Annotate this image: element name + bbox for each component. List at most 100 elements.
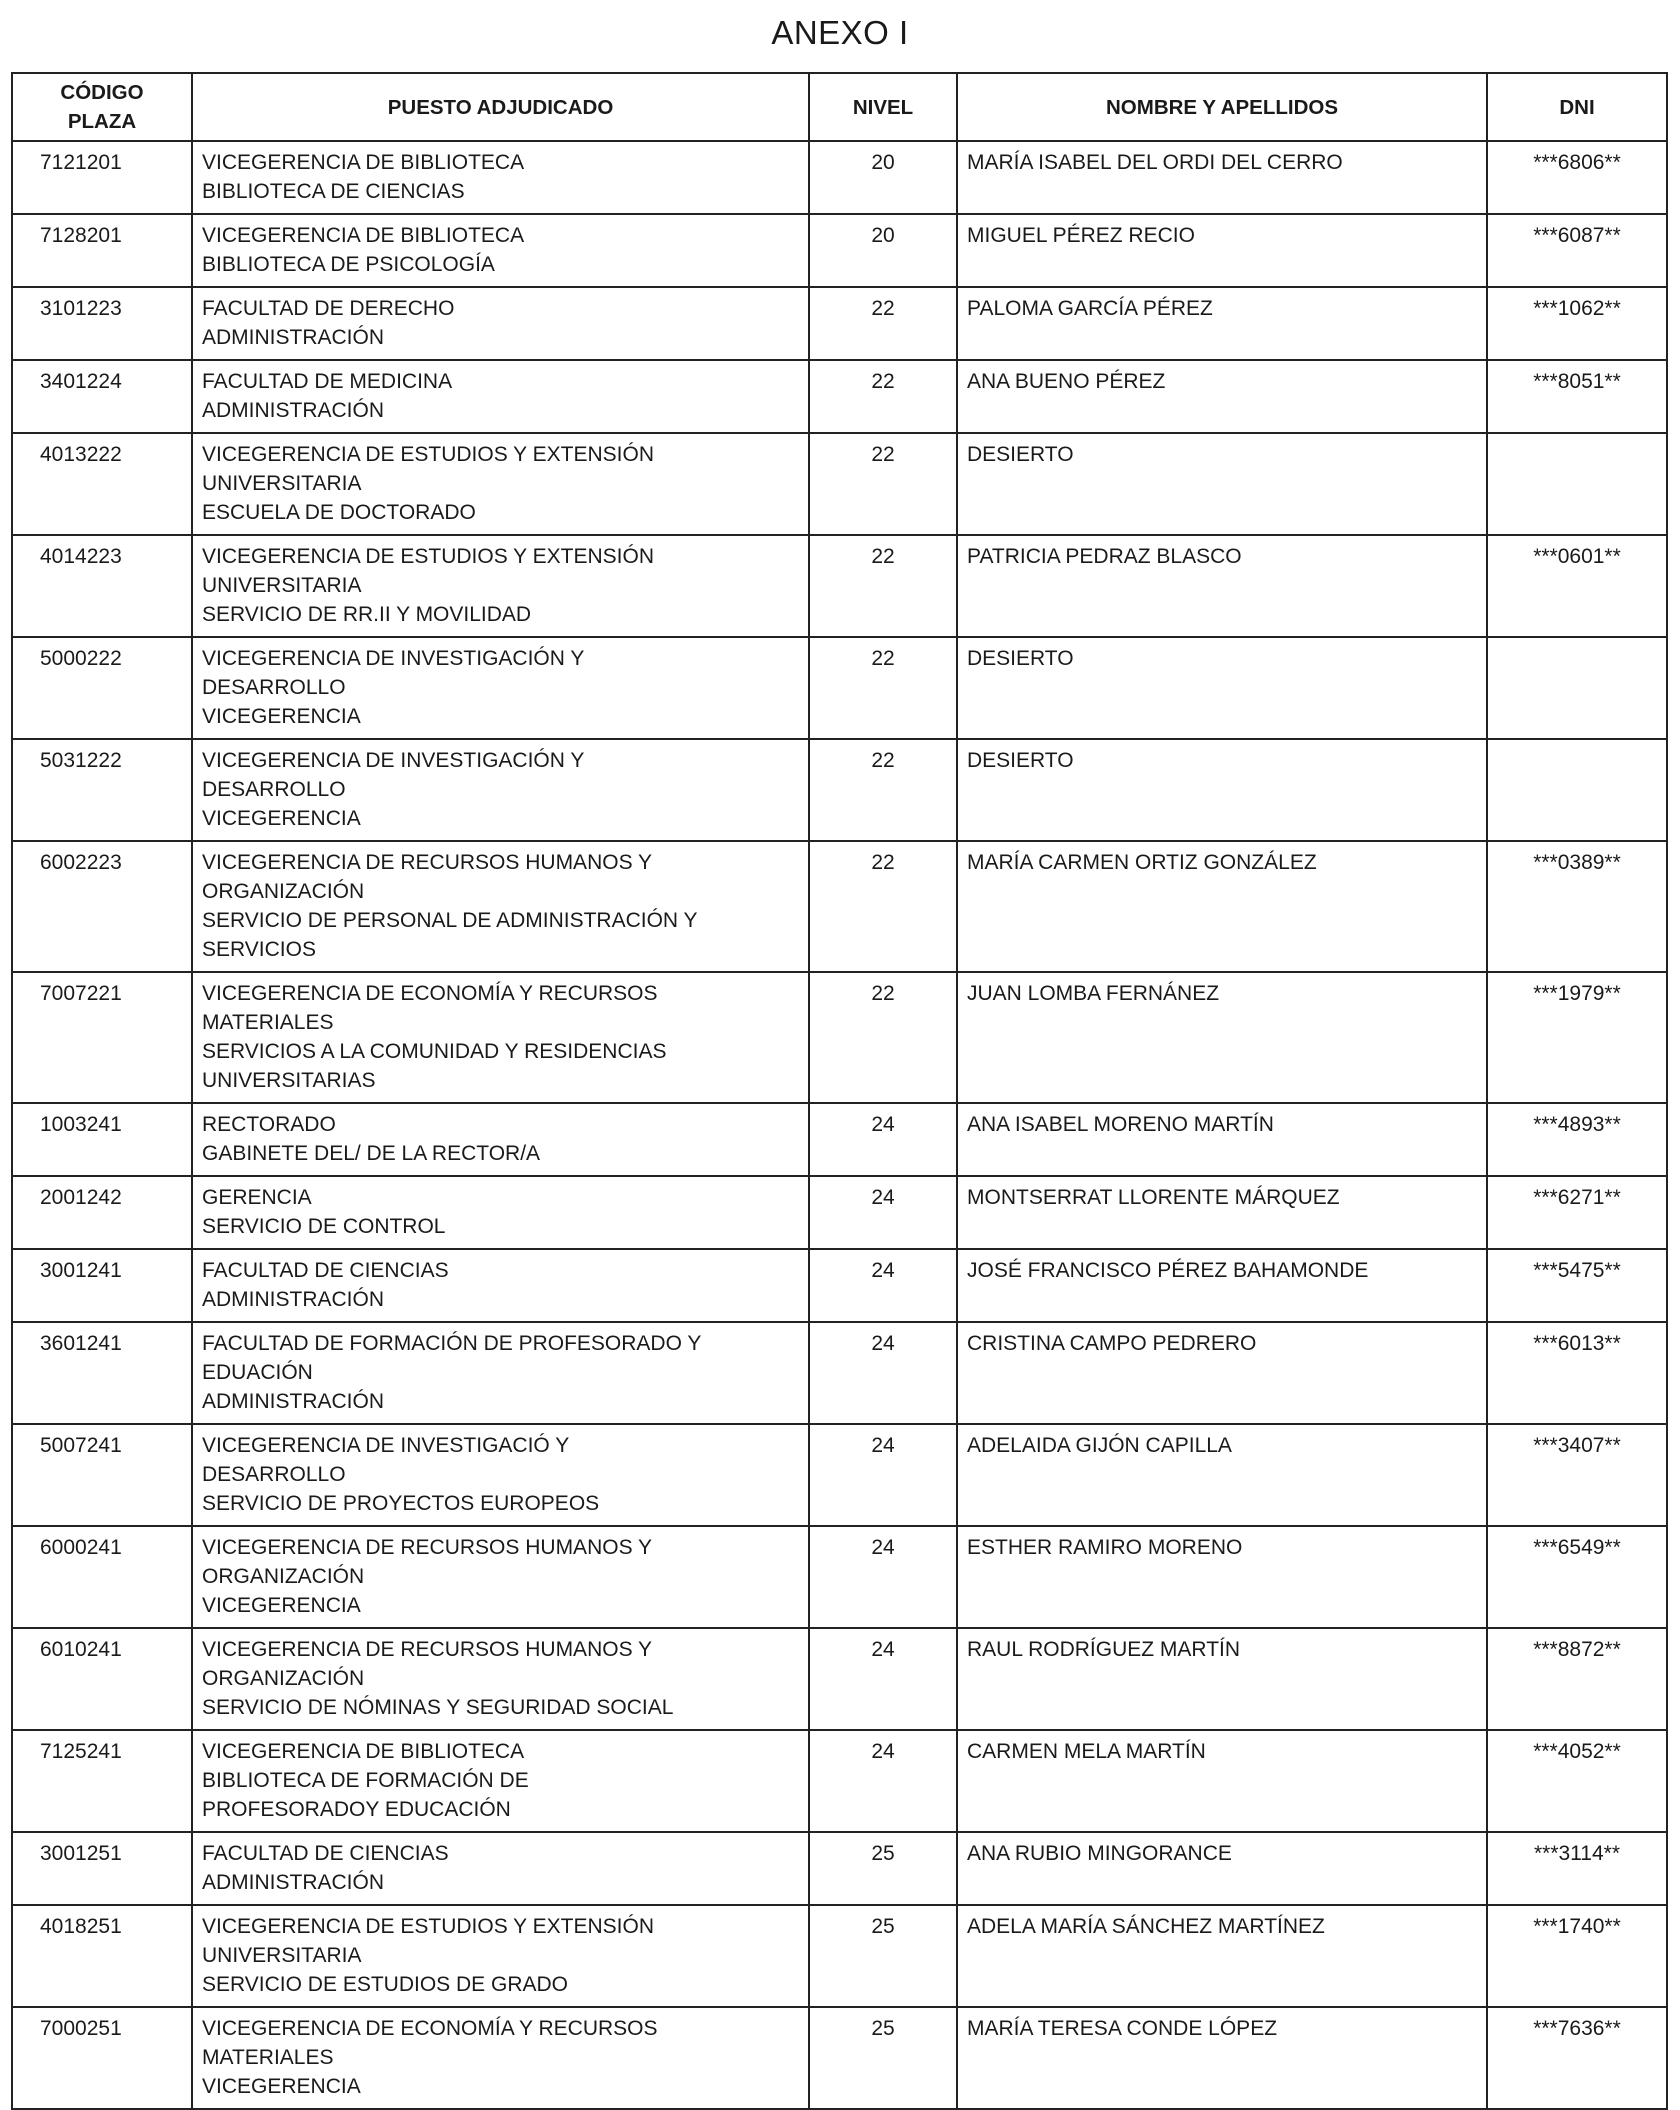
puesto-line: EDUACIÓN — [202, 1361, 313, 1384]
table-row: 7007221 VICEGERENCIA DE ECONOMÍA Y RECURS… — [11, 971, 1668, 1104]
puesto-line: MATERIALES — [202, 2046, 334, 2069]
nombre-cell: MARÍA CARMEN ORTIZ GONZÁLEZ — [956, 840, 1488, 973]
nombre-cell: DESIERTO — [956, 636, 1488, 740]
nombre-cell: DESIERTO — [956, 738, 1488, 842]
codigo-cell: 3001251 — [11, 1831, 193, 1906]
table-row: 7125241 VICEGERENCIA DE BIBLIOTECA BIBLIOT… — [11, 1729, 1668, 1833]
puesto-line: SERVICIO DE PROYECTOS EUROPEOS — [202, 1492, 600, 1515]
dni-cell: ***8051** — [1486, 359, 1668, 434]
dni-cell: ***0389** — [1486, 840, 1668, 973]
puesto-line: FACULTAD DE DERECHO — [202, 297, 455, 320]
dni-cell: ***3114** — [1486, 1831, 1668, 1906]
table-row: 6010241 VICEGERENCIA DE RECURSOS HUMANOS … — [11, 1627, 1668, 1731]
puesto-line: SERVICIOS — [202, 938, 316, 961]
nombre-cell: JUAN LOMBA FERNÁNEZ — [956, 971, 1488, 1104]
puesto-cell: FACULTAD DE DERECHO ADMINISTRACIÓN — [191, 286, 810, 361]
nivel-cell: 24 — [808, 1175, 958, 1250]
nivel-cell: 24 — [808, 1102, 958, 1177]
puesto-line: VICEGERENCIA DE ECONOMÍA Y RECURSOS — [202, 2017, 658, 2040]
puesto-cell: VICEGERENCIA DE ESTUDIOS Y EXTENSIÓN UNIV… — [191, 432, 810, 536]
codigo-cell: 1003241 — [11, 1102, 193, 1177]
puesto-line: VICEGERENCIA DE INVESTIGACIÓN Y — [202, 647, 585, 670]
nombre-cell: ANA BUENO PÉREZ — [956, 359, 1488, 434]
table-row: 3001241 FACULTAD DE CIENCIAS ADMINISTRACIÓ… — [11, 1248, 1668, 1323]
puesto-line: BIBLIOTECA DE PSICOLOGÍA — [202, 253, 495, 276]
header-codigo-line1: CÓDIGO — [60, 81, 144, 104]
table-row: 7000251 VICEGERENCIA DE ECONOMÍA Y RECURS… — [11, 2006, 1668, 2110]
nivel-cell: 22 — [808, 636, 958, 740]
dni-cell: ***6087** — [1486, 213, 1668, 288]
dni-cell — [1486, 432, 1668, 536]
codigo-cell: 4014223 — [11, 534, 193, 638]
dni-cell: ***7636** — [1486, 2006, 1668, 2110]
dni-cell: ***6549** — [1486, 1525, 1668, 1629]
table-header-row: CÓDIGO PLAZA PUESTO ADJUDICADO NIVEL NOM… — [11, 72, 1668, 142]
dni-cell: ***8872** — [1486, 1627, 1668, 1731]
nombre-cell: MARÍA ISABEL DEL ORDI DEL CERRO — [956, 140, 1488, 215]
puesto-line: ADMINISTRACIÓN — [202, 1390, 385, 1413]
nombre-cell: MARÍA TERESA CONDE LÓPEZ — [956, 2006, 1488, 2110]
puesto-line: ADMINISTRACIÓN — [202, 1288, 385, 1311]
puesto-line: VICEGERENCIA DE RECURSOS HUMANOS Y — [202, 851, 653, 874]
puesto-line: SERVICIO DE CONTROL — [202, 1215, 446, 1238]
puesto-line: SERVICIO DE NÓMINAS Y SEGURIDAD SOCIAL — [202, 1696, 674, 1719]
dni-cell — [1486, 636, 1668, 740]
nivel-cell: 25 — [808, 2006, 958, 2110]
codigo-cell: 7128201 — [11, 213, 193, 288]
nombre-cell: JOSÉ FRANCISCO PÉREZ BAHAMONDE — [956, 1248, 1488, 1323]
dni-cell: ***0601** — [1486, 534, 1668, 638]
puesto-line: VICEGERENCIA DE ECONOMÍA Y RECURSOS — [202, 982, 658, 1005]
puesto-line: FACULTAD DE MEDICINA — [202, 370, 453, 393]
nombre-cell: ANA RUBIO MINGORANCE — [956, 1831, 1488, 1906]
puesto-cell: VICEGERENCIA DE ESTUDIOS Y EXTENSIÓN UNIV… — [191, 534, 810, 638]
puesto-line: ORGANIZACIÓN — [202, 1667, 365, 1690]
document-title: ANEXO I — [771, 14, 909, 51]
dni-cell: ***1740** — [1486, 1904, 1668, 2008]
nombre-cell: PALOMA GARCÍA PÉREZ — [956, 286, 1488, 361]
codigo-cell: 7007221 — [11, 971, 193, 1104]
puesto-line: ADMINISTRACIÓN — [202, 1871, 385, 1894]
puesto-line: FACULTAD DE CIENCIAS — [202, 1842, 449, 1865]
puesto-cell: VICEGERENCIA DE INVESTIGACIÓ Y DESARROLLO… — [191, 1423, 810, 1527]
puesto-cell: VICEGERENCIA DE ECONOMÍA Y RECURSOS MATER… — [191, 2006, 810, 2110]
nivel-cell: 25 — [808, 1831, 958, 1906]
dni-cell — [1486, 738, 1668, 842]
puesto-cell: VICEGERENCIA DE BIBLIOTECA BIBLIOTECA DE … — [191, 213, 810, 288]
table-row: 7128201 VICEGERENCIA DE BIBLIOTECA BIBLIOT… — [11, 213, 1668, 288]
codigo-cell: 7000251 — [11, 2006, 193, 2110]
nivel-cell: 22 — [808, 840, 958, 973]
puesto-cell: VICEGERENCIA DE RECURSOS HUMANOS Y ORGANI… — [191, 840, 810, 973]
adjudication-table: CÓDIGO PLAZA PUESTO ADJUDICADO NIVEL NOM… — [11, 72, 1668, 2110]
puesto-line: SERVICIOS A LA COMUNIDAD Y RESIDENCIAS — [202, 1040, 667, 1063]
puesto-line: VICEGERENCIA DE ESTUDIOS Y EXTENSIÓN — [202, 1915, 655, 1938]
puesto-cell: FACULTAD DE CIENCIAS ADMINISTRACIÓN — [191, 1831, 810, 1906]
codigo-cell: 6002223 — [11, 840, 193, 973]
puesto-line: UNIVERSITARIA — [202, 472, 362, 495]
table-row: 4014223 VICEGERENCIA DE ESTUDIOS Y EXTENS… — [11, 534, 1668, 638]
puesto-line: DESARROLLO — [202, 778, 346, 801]
puesto-line: UNIVERSITARIA — [202, 574, 362, 597]
puesto-cell: FACULTAD DE MEDICINA ADMINISTRACIÓN — [191, 359, 810, 434]
puesto-line: VICEGERENCIA DE BIBLIOTECA — [202, 151, 525, 174]
nivel-cell: 22 — [808, 359, 958, 434]
codigo-cell: 5000222 — [11, 636, 193, 740]
codigo-cell: 3401224 — [11, 359, 193, 434]
puesto-line: FACULTAD DE FORMACIÓN DE PROFESORADO Y — [202, 1332, 702, 1355]
nombre-cell: RAUL RODRÍGUEZ MARTÍN — [956, 1627, 1488, 1731]
puesto-line: VICEGERENCIA — [202, 1594, 361, 1617]
dni-cell: ***4052** — [1486, 1729, 1668, 1833]
table-row: 1003241 RECTORADO GABINETE DEL/ DE LA RECT… — [11, 1102, 1668, 1177]
header-nivel: NIVEL — [808, 72, 958, 142]
puesto-line: VICEGERENCIA DE BIBLIOTECA — [202, 224, 525, 247]
header-codigo-plaza: CÓDIGO PLAZA — [11, 72, 193, 142]
dni-cell: ***5475** — [1486, 1248, 1668, 1323]
dni-cell: ***6806** — [1486, 140, 1668, 215]
table-row: 7121201 VICEGERENCIA DE BIBLIOTECA BIBLIOT… — [11, 140, 1668, 215]
nivel-cell: 22 — [808, 432, 958, 536]
table-row: 3001251 FACULTAD DE CIENCIAS ADMINISTRACIÓ… — [11, 1831, 1668, 1906]
puesto-line: SERVICIO DE ESTUDIOS DE GRADO — [202, 1973, 569, 1996]
table-row: 3601241 FACULTAD DE FORMACIÓN DE PROFESOR… — [11, 1321, 1668, 1425]
nombre-cell: ESTHER RAMIRO MORENO — [956, 1525, 1488, 1629]
header-codigo-line2: PLAZA — [67, 110, 137, 133]
table-row: 4018251 VICEGERENCIA DE ESTUDIOS Y EXTENS… — [11, 1904, 1668, 2008]
